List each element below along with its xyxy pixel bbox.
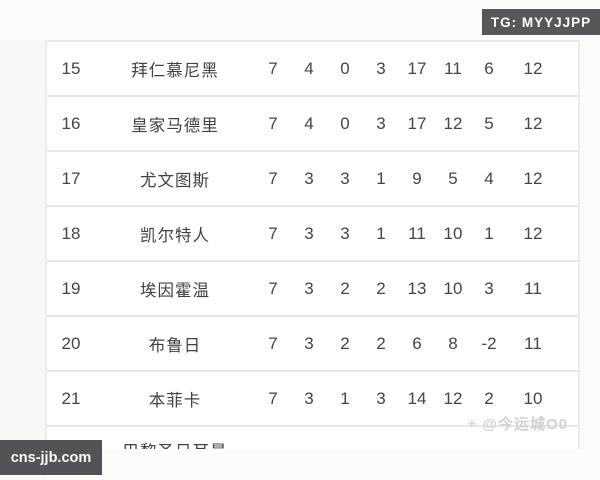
goal-diff-cell: 2 — [484, 388, 494, 408]
points-cell: 12 — [523, 223, 543, 243]
rank-cell: 18 — [61, 223, 81, 243]
played-cell: 7 — [268, 58, 278, 78]
won-cell: 4 — [304, 113, 314, 133]
team-name: 埃因霍温 — [140, 281, 210, 300]
won-cell: 3 — [304, 388, 314, 408]
lost-cell: 1 — [376, 223, 386, 243]
goals-for-cell: 13 — [407, 278, 427, 298]
team-name: 拜仁慕尼黑 — [131, 61, 219, 80]
goals-against-cell: 8 — [448, 333, 458, 353]
lost-cell: 2 — [376, 278, 386, 298]
goal-diff-cell: 4 — [484, 168, 494, 188]
goal-diff-cell: 6 — [484, 58, 494, 78]
team-name: 皇家马德里 — [131, 116, 219, 135]
lost-cell: 1 — [376, 168, 386, 188]
lost-cell: 3 — [376, 58, 386, 78]
won-cell: 3 — [304, 223, 314, 243]
points-cell: 12 — [523, 113, 543, 133]
rank-cell: 21 — [61, 388, 81, 408]
drawn-cell: 3 — [340, 223, 350, 243]
played-cell: 7 — [268, 168, 278, 188]
table-row: 17 尤文图斯 7 3 3 1 9 5 4 12 — [47, 150, 578, 205]
drawn-cell: 1 — [340, 388, 350, 408]
drawn-cell: 2 — [340, 333, 350, 353]
table-row: 21 本菲卡 7 3 1 3 14 12 2 10 — [47, 370, 578, 425]
lost-cell: 3 — [376, 113, 386, 133]
goals-for-cell: 6 — [412, 333, 422, 353]
played-cell: 7 — [268, 278, 278, 298]
goals-for-cell: 17 — [407, 113, 427, 133]
won-cell: 4 — [304, 58, 314, 78]
telegram-badge: TG: MYYJJPP — [482, 9, 600, 35]
goal-diff-cell: 5 — [484, 113, 494, 133]
watermark-text: @今运城O0 — [482, 416, 568, 433]
drawn-cell: 0 — [340, 58, 350, 78]
goals-for-cell: 11 — [408, 223, 426, 243]
goals-for-cell: 14 — [407, 388, 427, 408]
drawn-cell: 3 — [340, 168, 350, 188]
team-name: 尤文图斯 — [140, 171, 210, 190]
points-cell: 11 — [524, 333, 542, 353]
played-cell: 7 — [268, 113, 278, 133]
team-name: 布鲁日 — [148, 336, 202, 355]
lost-cell: 2 — [376, 333, 386, 353]
goal-diff-cell: 3 — [484, 278, 494, 298]
team-name: 本菲卡 — [148, 391, 202, 410]
table-row: 20 布鲁日 7 3 2 2 6 8 -2 11 — [47, 315, 578, 370]
goals-against-cell: 11 — [444, 58, 462, 78]
goals-against-cell: 5 — [448, 168, 458, 188]
standings-rows: 15 拜仁慕尼黑 7 4 0 3 17 11 6 12 16 皇家马德里 7 4… — [47, 40, 578, 425]
lost-cell: 3 — [376, 388, 386, 408]
goals-against-cell: 10 — [443, 223, 463, 243]
goals-against-cell: 12 — [443, 113, 463, 133]
goals-against-cell: 10 — [443, 278, 463, 298]
partial-row-clip: 巴黎圣日耳曼 — [47, 425, 578, 449]
won-cell: 3 — [304, 278, 314, 298]
played-cell: 7 — [268, 333, 278, 353]
table-row: 16 皇家马德里 7 4 0 3 17 12 5 12 — [47, 95, 578, 150]
watermark-logo-icon: ✳ — [466, 415, 479, 431]
table-row: 18 凯尔特人 7 3 3 1 11 10 1 12 — [47, 205, 578, 260]
drawn-cell: 0 — [340, 113, 350, 133]
page-left-margin — [0, 40, 45, 480]
goal-diff-cell: -2 — [481, 333, 497, 353]
table-row: 19 埃因霍温 7 3 2 2 13 10 3 11 — [47, 260, 578, 315]
points-cell: 12 — [523, 168, 543, 188]
table-row: 15 拜仁慕尼黑 7 4 0 3 17 11 6 12 — [47, 40, 578, 95]
rank-cell: 15 — [61, 58, 81, 78]
team-name: 巴黎圣日耳曼 — [95, 438, 255, 449]
rank-cell: 16 — [61, 113, 81, 133]
won-cell: 3 — [304, 168, 314, 188]
points-cell: 10 — [523, 388, 543, 408]
points-cell: 12 — [523, 58, 543, 78]
team-name: 凯尔特人 — [140, 226, 210, 245]
table-row-partial: 巴黎圣日耳曼 — [47, 427, 578, 449]
won-cell: 3 — [304, 333, 314, 353]
goal-diff-cell: 1 — [484, 223, 494, 243]
rank-cell: 17 — [61, 168, 81, 188]
points-cell: 11 — [524, 278, 542, 298]
goals-for-cell: 17 — [407, 58, 427, 78]
rank-cell: 20 — [61, 333, 81, 353]
standings-table: 15 拜仁慕尼黑 7 4 0 3 17 11 6 12 16 皇家马德里 7 4… — [45, 40, 580, 449]
drawn-cell: 2 — [340, 278, 350, 298]
site-url-badge: cns-jjb.com — [0, 440, 102, 475]
rank-cell: 19 — [61, 278, 81, 298]
played-cell: 7 — [268, 388, 278, 408]
goals-against-cell: 12 — [443, 388, 463, 408]
goals-for-cell: 9 — [412, 168, 422, 188]
played-cell: 7 — [268, 223, 278, 243]
watermark: ✳ @今运城O0 — [466, 413, 568, 434]
